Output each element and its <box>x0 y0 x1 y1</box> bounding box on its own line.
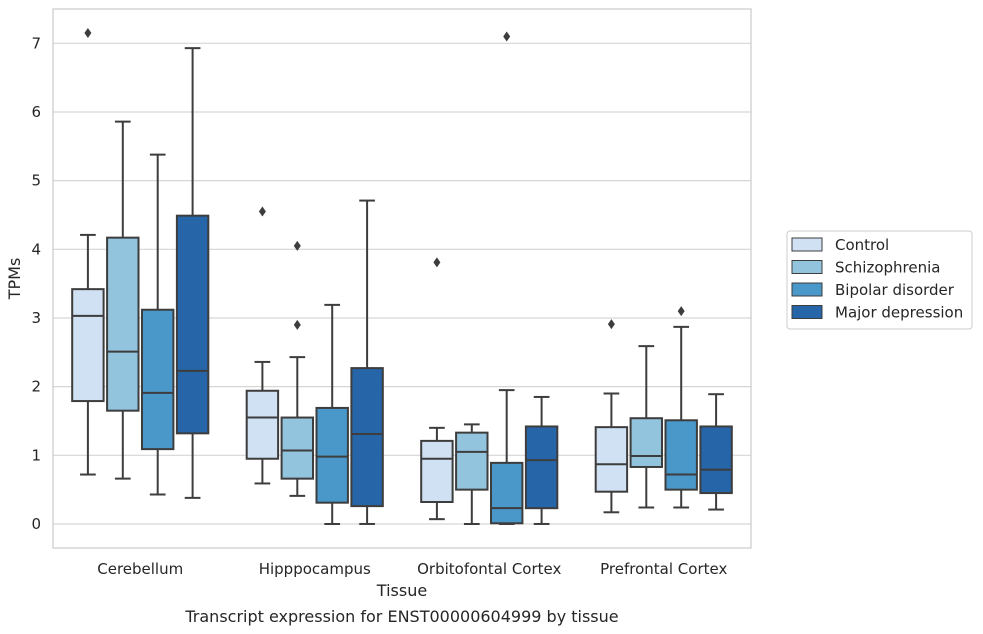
box-iqr <box>489 461 524 525</box>
y-tick-label: 5 <box>31 172 41 190</box>
x-axis-label: Tissue <box>376 581 427 600</box>
outlier-point <box>293 319 301 330</box>
box-iqr <box>315 406 349 504</box>
y-axis-ticks: 0 1 2 3 4 5 6 7 <box>31 34 41 533</box>
y-tick-label: 2 <box>31 378 41 396</box>
x-axis-ticks: Cerebellum Hipppocampus Orbitofontal Corte… <box>97 560 727 578</box>
legend-swatch <box>791 282 823 297</box>
legend-swatch <box>791 237 823 252</box>
box-schizophrenia <box>629 345 664 509</box>
y-tick-label: 1 <box>31 446 41 464</box>
box-iqr <box>71 288 105 403</box>
legend-swatch <box>791 260 823 274</box>
x-tick-label: Cerebellum <box>97 560 183 578</box>
box-iqr <box>455 431 489 491</box>
y-tick-label: 7 <box>31 34 41 52</box>
y-axis-label: TPMs <box>5 258 24 301</box>
box-major-depression <box>175 47 210 499</box>
legend-frame <box>786 230 973 330</box>
x-tick-label: Hipppocampus <box>259 560 371 578</box>
box-major-depression <box>350 199 384 525</box>
box-schizophrenia <box>455 423 489 525</box>
box-iqr <box>245 389 280 460</box>
box-schizophrenia <box>106 120 140 480</box>
box-iqr <box>175 214 210 435</box>
plot-frame <box>52 8 752 549</box>
x-tick-label: Orbitofontal Cortex <box>417 560 561 578</box>
y-tick-label: 0 <box>31 515 41 533</box>
box-iqr <box>350 367 384 508</box>
box-major-depression <box>524 395 559 525</box>
box-major-depression <box>699 393 733 511</box>
box-iqr <box>699 425 733 495</box>
box-iqr <box>594 426 629 493</box>
legend-label: Major depression <box>835 304 963 322</box>
outlier-point <box>433 257 441 268</box>
box-groups <box>71 28 733 525</box>
box-iqr <box>629 417 664 468</box>
outlier-point <box>607 319 615 330</box>
box-iqr <box>280 416 315 480</box>
box-control <box>71 28 105 476</box>
box-bipolar-disorder <box>140 153 175 496</box>
box-iqr <box>106 236 140 412</box>
legend-label: Control <box>835 236 889 254</box>
y-tick-label: 4 <box>31 240 41 258</box>
outlier-point <box>258 206 266 217</box>
chart-caption: Transcript expression for ENST0000060499… <box>184 607 618 626</box>
legend-label: Bipolar disorder <box>835 281 955 299</box>
box-control <box>245 206 280 485</box>
outlier-point <box>84 28 92 39</box>
box-iqr <box>420 439 454 503</box>
y-tick-label: 3 <box>31 309 41 327</box>
outlier-point <box>293 240 301 251</box>
box-iqr <box>664 419 698 491</box>
outlier-point <box>503 31 511 42</box>
box-control <box>594 319 629 514</box>
box-iqr <box>140 308 175 451</box>
box-iqr <box>524 425 559 510</box>
box-control <box>420 257 454 521</box>
legend-label: Schizophrenia <box>835 259 940 277</box>
legend: Control Schizophrenia Bipolar disorder Majo… <box>786 230 973 330</box>
y-tick-label: 6 <box>31 103 41 121</box>
box-bipolar-disorder <box>489 31 524 525</box>
box-bipolar-disorder <box>315 303 349 525</box>
legend-swatch <box>791 305 823 319</box>
box-bipolar-disorder <box>664 306 698 509</box>
x-tick-label: Prefrontal Cortex <box>600 560 727 578</box>
outlier-point <box>677 306 685 317</box>
box-schizophrenia <box>280 240 315 497</box>
